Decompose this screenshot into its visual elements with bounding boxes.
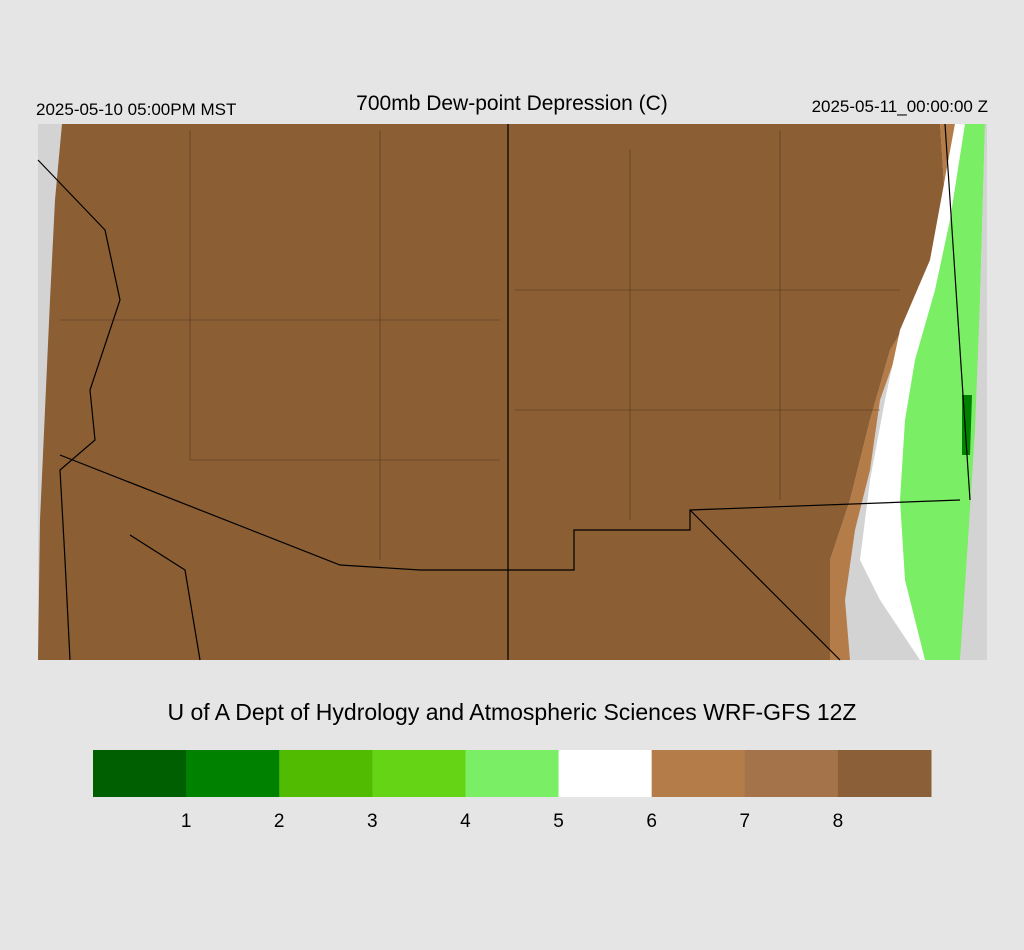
- colorbar-box: [558, 750, 653, 797]
- colorbar-label: 6: [646, 811, 657, 832]
- colorbar-box: [837, 750, 932, 797]
- credit: U of A Dept of Hydrology and Atmospheric…: [167, 699, 856, 725]
- moderate-area: [830, 124, 955, 660]
- colorbar-box: [279, 750, 373, 797]
- colorbar-label: 4: [460, 811, 471, 832]
- colorbar-label: 8: [833, 811, 844, 832]
- colorbar-box: [93, 750, 187, 797]
- map-title: 700mb Dew-point Depression (C): [356, 92, 668, 115]
- colorbar-box: [651, 750, 746, 797]
- map: [37, 123, 987, 661]
- colorbar-label: 3: [367, 811, 378, 832]
- colorbar-box: [186, 750, 280, 797]
- colorbar-label: 2: [274, 811, 285, 832]
- colorbar: 1 2 3 4 5 6 7 8: [93, 750, 932, 832]
- valid-utc-time: 2025-05-11_00:00:00 Z: [812, 97, 988, 116]
- colorbar-box: [744, 750, 839, 797]
- colorbar-label: 1: [181, 811, 192, 832]
- county-lines: [60, 130, 900, 560]
- colorbar-label: 7: [739, 811, 750, 832]
- colorbar-box: [465, 750, 560, 797]
- valid-local-time: 2025-05-10 05:00PM MST: [36, 100, 236, 119]
- colorbar-box: [372, 750, 466, 797]
- moist-green-area: [900, 124, 985, 660]
- colorbar-label: 5: [553, 811, 564, 832]
- borders: [37, 123, 971, 661]
- dry-area: [38, 124, 945, 660]
